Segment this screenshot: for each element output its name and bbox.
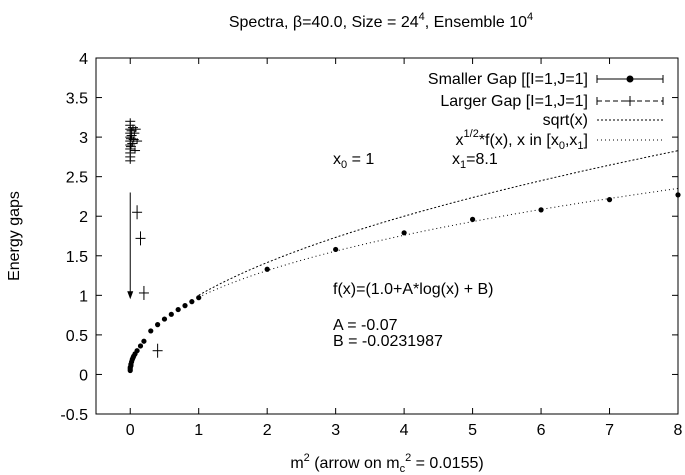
legend-sample-larger-gap	[596, 96, 664, 106]
x-tick-label: 3	[331, 422, 340, 439]
annotation-x0: x0 = 1	[333, 151, 374, 171]
smaller-gap-point	[134, 348, 140, 354]
smaller-gap-point	[675, 192, 681, 198]
smaller-gap-point	[148, 328, 154, 334]
annotations: x0 = 1 x1=8.1 f(x)=(1.0+A*log(x) + B) A …	[333, 151, 498, 350]
smaller-gap-point	[141, 338, 147, 344]
annotation-b: B = -0.0231987	[333, 333, 443, 350]
y-tick-label: 0	[79, 367, 88, 384]
x-tick-label: 8	[674, 422, 683, 439]
legend: Smaller Gap [[I=1,J=1] Larger Gap [I=1,J…	[428, 71, 664, 152]
smaller-gap-point	[606, 197, 613, 203]
smaller-gap-point	[182, 303, 188, 309]
y-tick-label: 3	[79, 130, 88, 147]
legend-label-smaller-gap: Smaller Gap [[I=1,J=1]	[428, 71, 588, 88]
legend-label-sqrt: sqrt(x)	[543, 112, 588, 129]
y-tick-label: 2	[79, 209, 88, 226]
title-ensemble-exponent: 4	[527, 11, 533, 23]
y-axis-label: Energy gaps	[6, 191, 23, 281]
x-tick-label: 5	[468, 422, 477, 439]
smaller-gap-point	[189, 299, 195, 305]
plot-frame	[95, 57, 679, 415]
x-tick-label: 1	[194, 422, 203, 439]
data-points	[125, 118, 681, 374]
y-tick-label: 1	[79, 288, 88, 305]
x-tick-label: 6	[537, 422, 546, 439]
fit-curve	[198, 187, 679, 298]
x-tick-label: 7	[605, 422, 614, 439]
y-tick-label: 2.5	[66, 170, 88, 187]
x-tick-label: 2	[263, 422, 272, 439]
smaller-gap-point	[333, 246, 339, 253]
x-tick-label: 0	[126, 422, 135, 439]
y-tick-label: 3.5	[66, 91, 88, 108]
legend-sample-smaller-gap	[596, 75, 664, 83]
y-tick-label: 0.5	[66, 328, 88, 345]
title-size-exponent: 4	[419, 11, 425, 23]
x-axis-label: m2 (arrow on mc2 = 0.0155)	[290, 452, 483, 475]
annotation-a: A = -0.07	[333, 317, 398, 334]
smaller-gap-point	[161, 316, 168, 322]
y-tick-label: 1.5	[66, 249, 88, 266]
annotation-formula: f(x)=(1.0+A*log(x) + B)	[333, 281, 494, 298]
smaller-gap-point	[469, 216, 476, 222]
legend-label-larger-gap: Larger Gap [I=1,J=1]	[440, 93, 588, 110]
y-tick-label: -0.5	[60, 407, 88, 424]
smaller-gap-point	[401, 230, 407, 236]
legend-label-fit: x1/2*f(x), x in [x0,x1]	[456, 128, 588, 152]
fit-curves	[198, 150, 679, 298]
sqrt-curve	[198, 150, 679, 296]
mc-arrow-head	[127, 291, 134, 300]
axis-ticks: 0 1 2 3 4 5 6 7 8 -0.5 0 0.5 1 1.5 2 2.5 3 3.5 4	[60, 51, 682, 439]
smaller-gap-point	[538, 207, 544, 213]
x-tick-label: 4	[400, 422, 409, 439]
smaller-gap-point	[196, 295, 202, 301]
chart-title: Spectra, β=40.0, Size = 244, Ensemble 10…	[229, 11, 533, 31]
smaller-gap-point	[168, 311, 174, 317]
smaller-gap-point	[175, 306, 181, 313]
smaller-gap-point	[264, 266, 270, 272]
annotation-x1: x1=8.1	[452, 151, 498, 171]
y-tick-label: 4	[79, 51, 88, 68]
smaller-gap-point	[155, 322, 161, 328]
smaller-gap-point	[137, 343, 144, 349]
